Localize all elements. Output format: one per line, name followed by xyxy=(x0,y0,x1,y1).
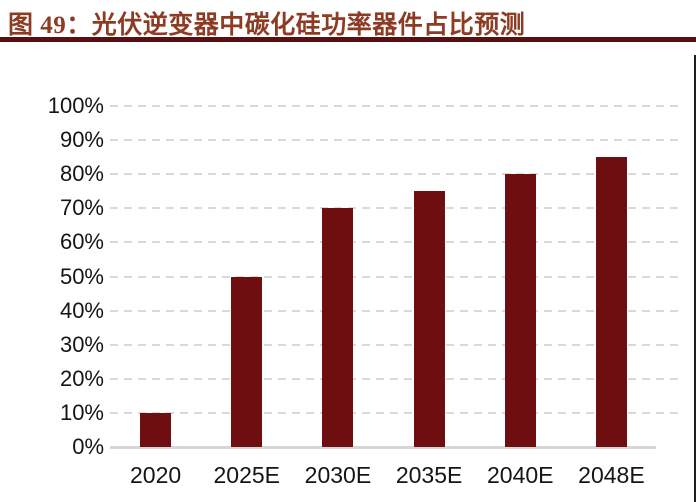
gridline xyxy=(110,207,683,210)
bar-2035E xyxy=(413,191,445,447)
y-tick-label: 50% xyxy=(59,263,104,289)
gridline xyxy=(110,173,683,176)
x-tick-label: 2040E xyxy=(486,462,554,488)
bar-2040E xyxy=(504,174,536,447)
y-tick-label: 40% xyxy=(59,297,104,323)
gridline xyxy=(110,275,683,278)
bar-chart: 100% 90% 80% 70% 60% 50% 40% 30% 20% 10% 0% 2020 202… xyxy=(0,42,696,502)
x-axis-line xyxy=(110,446,656,449)
figure-title: 图 49：光伏逆变器中碳化硅功率器件占比预测 xyxy=(8,12,526,39)
gridline xyxy=(110,377,683,380)
x-tick-label: 2048E xyxy=(578,462,645,488)
gridline xyxy=(110,105,683,107)
y-tick-label: 60% xyxy=(59,229,104,255)
y-tick-label: 0% xyxy=(72,434,104,459)
page-right-border xyxy=(694,55,696,502)
bar-2020 xyxy=(140,412,172,447)
gridline xyxy=(110,309,683,312)
title-divider xyxy=(0,37,696,42)
x-tick-label: 2035E xyxy=(395,462,463,488)
gridline xyxy=(110,139,683,142)
x-tick-label: 2020 xyxy=(129,462,182,488)
y-tick-label: 80% xyxy=(59,161,104,187)
bar-2048E xyxy=(595,157,627,447)
gridline xyxy=(110,241,683,244)
y-tick-label: 90% xyxy=(59,127,104,153)
gridline xyxy=(110,411,683,414)
bar-2030E xyxy=(322,208,354,447)
y-tick-label: 20% xyxy=(59,365,104,391)
x-tick-label: 2025E xyxy=(213,462,281,488)
y-tick-label: 30% xyxy=(59,331,104,357)
bar-2025E xyxy=(231,276,263,447)
gridline xyxy=(110,343,683,346)
y-tick-label: 70% xyxy=(59,195,104,221)
y-tick-label: 100% xyxy=(47,93,104,118)
x-tick-label: 2030E xyxy=(304,462,372,488)
y-tick-label: 10% xyxy=(59,399,104,425)
